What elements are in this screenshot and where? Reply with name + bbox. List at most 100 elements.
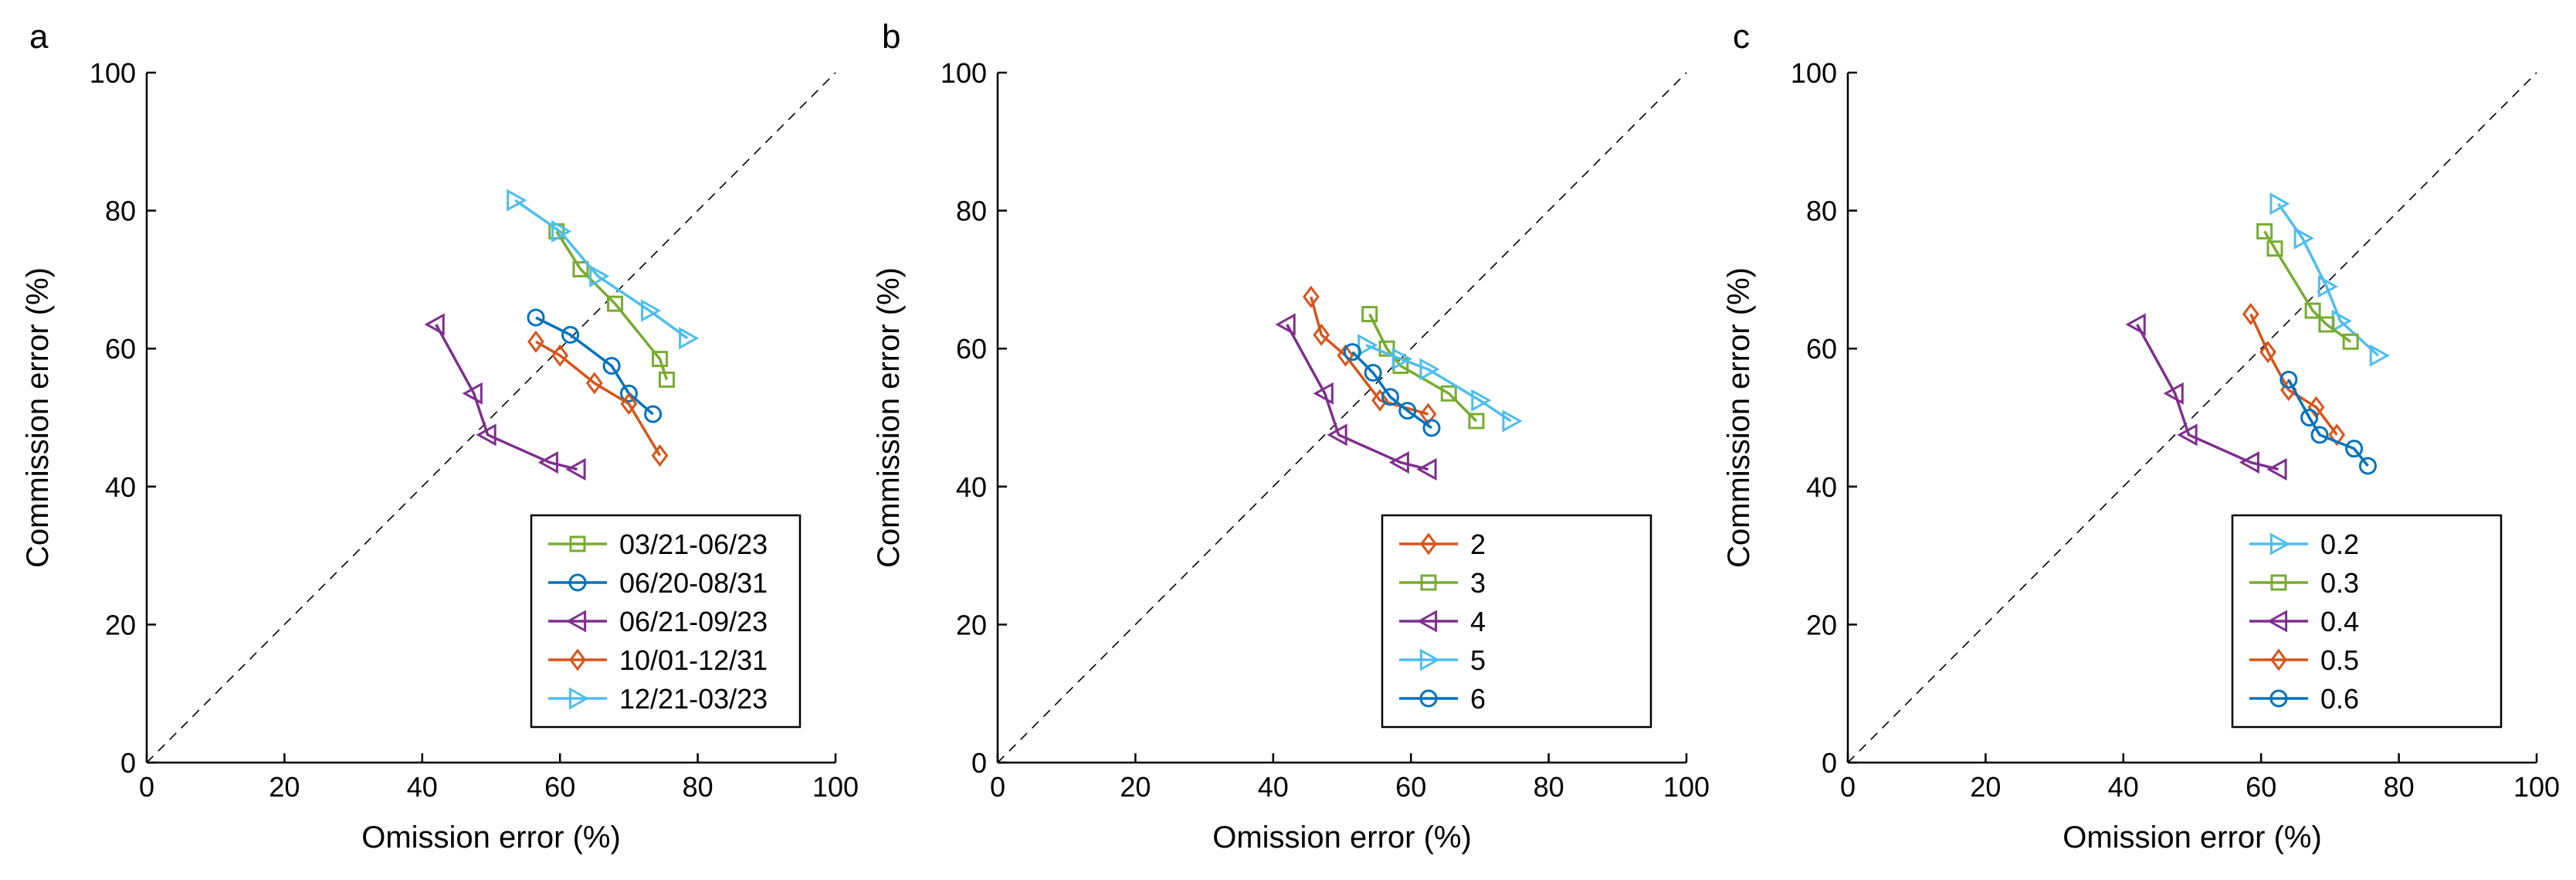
series-line — [1286, 324, 1429, 471]
legend-marker — [568, 573, 587, 592]
legend-marker — [2269, 532, 2291, 556]
x-tick-label: 80 — [683, 771, 713, 803]
data-point — [1391, 348, 1412, 371]
series-line — [535, 340, 662, 457]
y-tick-label: 40 — [956, 471, 987, 503]
data-point — [1468, 413, 1485, 430]
data-point — [2125, 313, 2146, 336]
x-tick-label: 80 — [1534, 771, 1564, 803]
series-4 — [1275, 313, 1437, 481]
legend-marker — [2270, 648, 2287, 671]
data-point — [2293, 226, 2314, 250]
data-point — [476, 423, 497, 447]
data-point — [589, 264, 610, 287]
legend-marker — [1420, 532, 1437, 556]
data-point — [1422, 419, 1441, 437]
series-line — [1368, 313, 1478, 423]
data-point — [1327, 423, 1347, 447]
data-point — [620, 392, 638, 416]
y-tick-label: 0 — [971, 747, 987, 779]
x-tick-label: 60 — [1395, 771, 1426, 803]
data-point — [1357, 334, 1378, 357]
y-tick-label: 60 — [105, 333, 136, 365]
data-point — [641, 299, 662, 322]
data-point — [2279, 370, 2298, 389]
y-tick-label: 20 — [956, 609, 987, 640]
x-tick-label: 80 — [2384, 771, 2415, 803]
y-tick-label: 40 — [105, 471, 136, 503]
x-tick-label: 40 — [1258, 771, 1289, 803]
data-point — [1371, 389, 1388, 412]
data-point — [2266, 457, 2287, 481]
legend-entry: 03/21-06/23 — [619, 528, 768, 560]
data-point — [551, 219, 572, 243]
panel-letter-c: c — [1733, 18, 1750, 56]
y-tick-label: 60 — [1806, 333, 1837, 365]
y-tick-label: 0 — [120, 747, 136, 779]
data-point — [507, 189, 527, 212]
series-line — [2249, 313, 2338, 436]
data-point — [679, 327, 700, 350]
data-point — [565, 457, 586, 481]
y-tick-label: 20 — [105, 609, 136, 640]
legend-marker — [2269, 689, 2288, 708]
data-point — [2358, 457, 2377, 475]
series-line — [1351, 351, 1432, 430]
series-12/21-03/23 — [507, 189, 700, 350]
x-tick-label: 0 — [990, 771, 1005, 803]
series-6 — [1343, 343, 1441, 437]
legend-marker — [569, 648, 586, 671]
y-tick-label: 40 — [1806, 471, 1837, 503]
data-point — [2177, 423, 2198, 447]
x-tick-label: 40 — [407, 771, 438, 803]
series-0.2 — [2269, 192, 2390, 367]
legend-entry: 0.6 — [2320, 683, 2359, 715]
series-0.6 — [2279, 370, 2377, 475]
y-tick-label: 100 — [1791, 57, 1837, 89]
data-point — [2328, 423, 2346, 447]
legend-entry: 0.3 — [2320, 567, 2359, 599]
data-point — [1364, 363, 1382, 382]
y-tick-label: 80 — [105, 195, 136, 227]
x-tick-label: 20 — [269, 771, 300, 803]
series-line — [2277, 202, 2380, 357]
legend-marker — [1416, 610, 1438, 633]
legend-marker — [1419, 648, 1441, 671]
data-point — [2269, 192, 2290, 216]
legend-entry: 3 — [1470, 567, 1486, 599]
legend-entry: 0.4 — [2320, 606, 2359, 637]
x-tick-label: 60 — [2246, 771, 2276, 803]
data-point — [1378, 340, 1395, 357]
series-line — [1365, 344, 1512, 423]
data-point — [2259, 341, 2276, 364]
legend-entry: 12/21-03/23 — [619, 683, 768, 715]
data-point — [1275, 313, 1296, 336]
legend-entry: 2 — [1470, 528, 1486, 560]
legend-marker — [2266, 610, 2288, 633]
data-point — [2369, 344, 2390, 367]
data-point — [1440, 385, 1457, 402]
series-line — [514, 199, 689, 340]
y-axis-label: Commission error (%) — [872, 267, 906, 568]
data-point — [1419, 403, 1437, 426]
x-tick-label: 60 — [544, 771, 575, 803]
series-0.4 — [2125, 313, 2287, 481]
legend-marker — [565, 610, 587, 633]
data-point — [561, 325, 580, 344]
data-point — [1313, 323, 1330, 346]
data-point — [2304, 302, 2321, 319]
x-tick-label: 20 — [1970, 771, 2001, 803]
data-point — [1302, 285, 1320, 308]
legend-marker — [2270, 574, 2287, 591]
data-point — [527, 308, 545, 327]
panel-letter-b: b — [882, 18, 900, 56]
y-axis-label: Commission error (%) — [21, 267, 55, 568]
data-point — [652, 351, 669, 368]
x-axis-label: Omission error (%) — [1212, 821, 1472, 855]
legend-entry: 5 — [1470, 644, 1486, 676]
data-point — [651, 444, 669, 467]
x-tick-label: 0 — [139, 771, 154, 803]
data-point — [1419, 358, 1440, 381]
legend-marker — [569, 535, 586, 552]
